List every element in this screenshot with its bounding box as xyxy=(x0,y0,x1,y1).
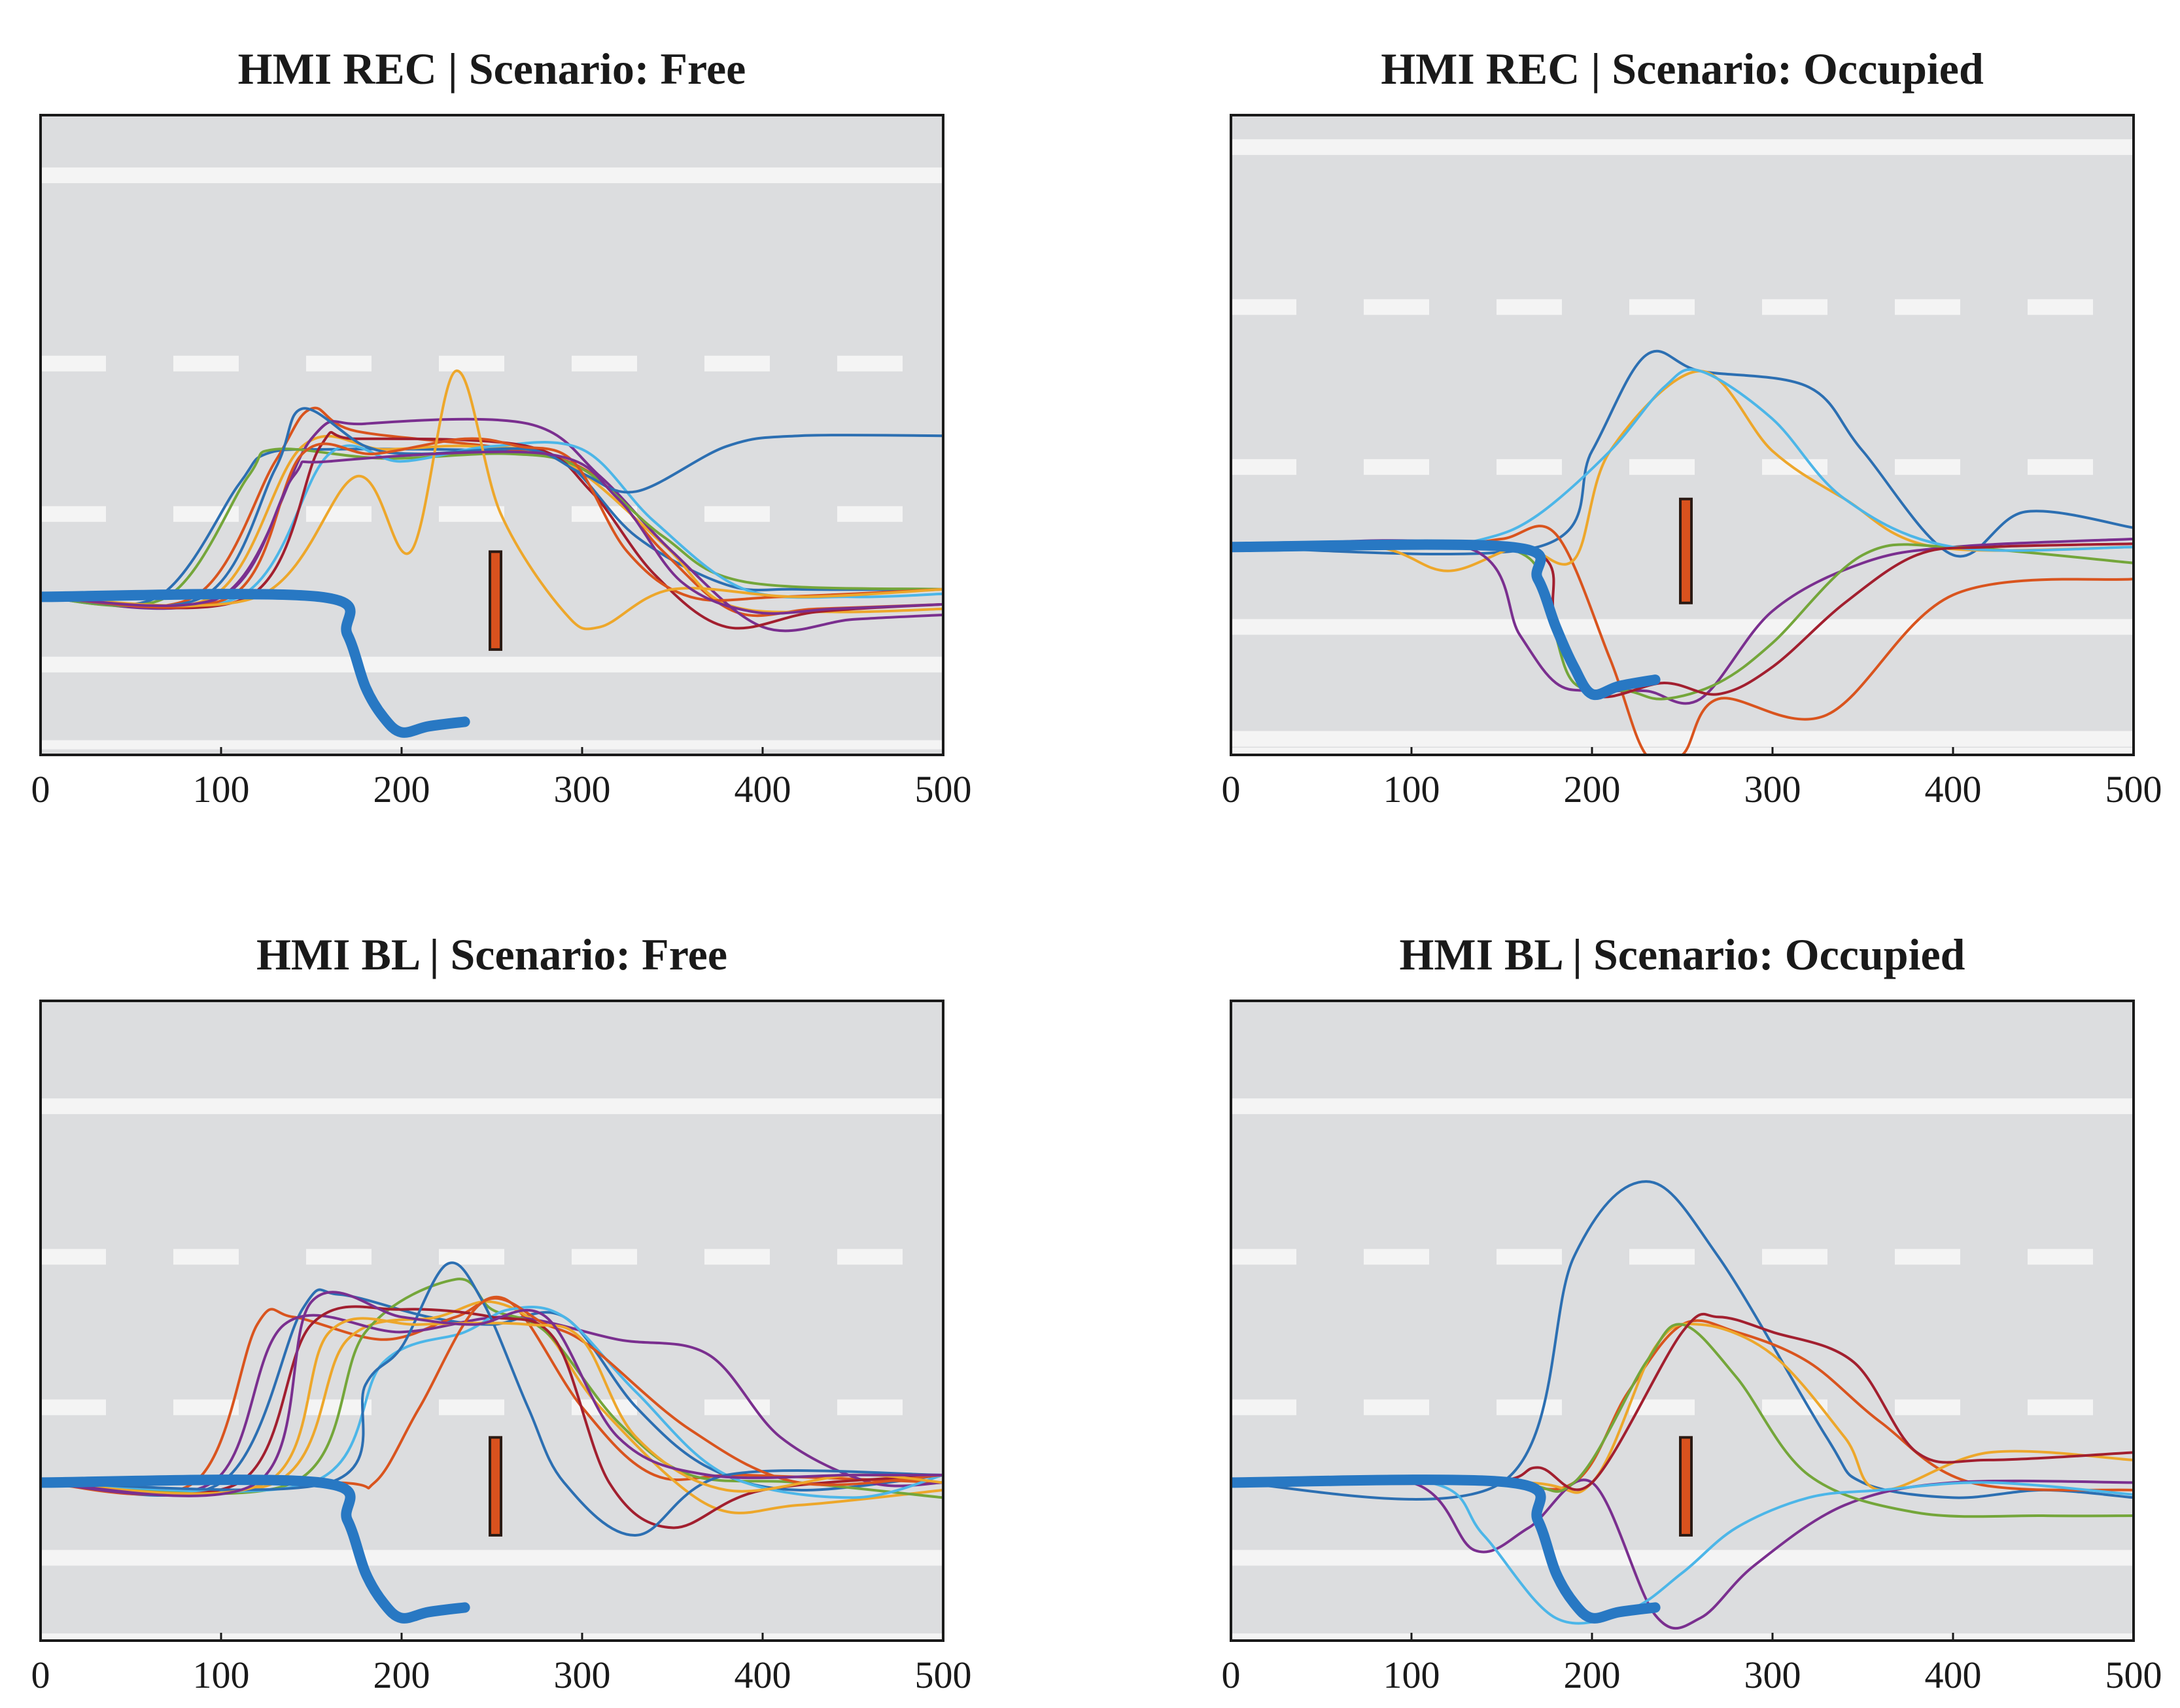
trajectory-line xyxy=(41,1305,943,1529)
trajectory-line xyxy=(41,450,943,615)
trajectory-line xyxy=(41,370,943,631)
axes-frame xyxy=(1230,114,2135,756)
obstacle-marker xyxy=(1679,1436,1693,1537)
trajectory-line xyxy=(41,434,943,614)
x-tick-label: 200 xyxy=(373,1654,430,1696)
chart-panel-1: HMI REC | Scenario: Free 0 100 200 300 400 500 xyxy=(31,44,972,810)
ego-path-line xyxy=(1231,1474,1661,1624)
trajectory-line xyxy=(1231,370,2134,572)
chart-panel-2: HMI REC | Scenario: Occupied 0 100 200 300 40… xyxy=(1222,44,2162,810)
axes-frame xyxy=(39,114,944,756)
x-tick-label: 400 xyxy=(735,768,791,810)
trajectory-line xyxy=(41,417,943,633)
x-tick-label: 0 xyxy=(1222,1654,1241,1696)
x-tick-label: 400 xyxy=(735,1654,791,1696)
x-tick-label: 100 xyxy=(193,1654,250,1696)
x-tick-label: 0 xyxy=(31,1654,50,1696)
trajectory-line xyxy=(1231,1180,2134,1501)
x-tick-label: 400 xyxy=(1925,1654,1982,1696)
obstacle-marker xyxy=(489,1436,503,1537)
axes-frame xyxy=(1230,1000,2135,1642)
chart-panel-3: HMI BL | Scenario: Free 0 100 200 300 400 500 xyxy=(31,930,972,1696)
chart-title: HMI BL | Scenario: Free xyxy=(256,930,727,979)
x-tick-label: 300 xyxy=(554,768,611,810)
ego-path-line xyxy=(1231,539,1661,701)
trajectory-line xyxy=(41,437,943,609)
chart-title: HMI BL | Scenario: Occupied xyxy=(1400,930,1965,979)
ego-path-line xyxy=(41,1474,470,1624)
trajectory-line xyxy=(1231,537,2134,705)
obstacle-marker xyxy=(489,550,503,651)
x-tick-label: 200 xyxy=(1564,768,1621,810)
chart-title: HMI REC | Scenario: Free xyxy=(238,44,746,94)
x-tick-label: 200 xyxy=(373,768,430,810)
road-background xyxy=(1231,1001,2134,1641)
trajectory-line xyxy=(1231,1477,2134,1625)
x-tick-label: 500 xyxy=(915,1654,972,1696)
x-tick-label: 100 xyxy=(1383,768,1440,810)
x-tick-label: 500 xyxy=(2105,768,2162,810)
x-tick-label: 400 xyxy=(1925,768,1982,810)
obstacle-marker xyxy=(1679,497,1693,604)
x-tick-label: 300 xyxy=(1744,768,1801,810)
axes-frame xyxy=(39,1000,944,1642)
chart-panel-4: HMI BL | Scenario: Occupied 0 100 200 300 400… xyxy=(1222,930,2162,1696)
trajectory-line xyxy=(41,1317,943,1495)
road-background xyxy=(1231,115,2134,755)
x-tick-label: 0 xyxy=(31,768,50,810)
trajectory-line xyxy=(41,1291,943,1497)
x-tick-label: 200 xyxy=(1564,1654,1621,1696)
x-tick-label: 0 xyxy=(1222,768,1241,810)
x-tick-label: 100 xyxy=(193,768,250,810)
ego-path-line xyxy=(41,589,470,738)
x-tick-label: 500 xyxy=(2105,1654,2162,1696)
x-tick-label: 500 xyxy=(915,768,972,810)
x-tick-label: 100 xyxy=(1383,1654,1440,1696)
x-tick-label: 300 xyxy=(554,1654,611,1696)
x-tick-label: 300 xyxy=(1744,1654,1801,1696)
chart-title: HMI REC | Scenario: Occupied xyxy=(1381,44,1984,94)
